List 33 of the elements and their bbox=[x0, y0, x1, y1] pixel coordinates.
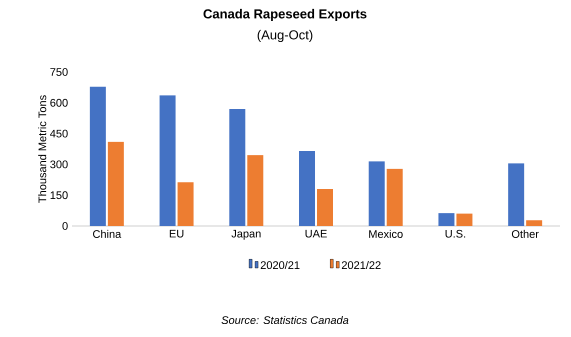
bar bbox=[229, 108, 246, 226]
x-tick-label: EU bbox=[170, 230, 184, 238]
x-tick-label: U.S. bbox=[446, 230, 466, 238]
bar bbox=[508, 163, 524, 226]
x-tick-label: Other bbox=[512, 230, 539, 238]
bar bbox=[90, 86, 106, 226]
bar bbox=[299, 151, 316, 226]
bar bbox=[386, 168, 403, 226]
bar bbox=[317, 189, 333, 226]
y-tick-label: 750 bbox=[50, 68, 68, 76]
y-tick-label: 300 bbox=[50, 160, 68, 168]
x-tick-label: Japan bbox=[231, 230, 261, 240]
bar bbox=[456, 214, 472, 226]
legend-label: 2021/22 bbox=[342, 260, 381, 270]
bar bbox=[526, 220, 542, 226]
y-axis-title: Thousand Metric Tons bbox=[38, 95, 46, 203]
bar bbox=[178, 182, 194, 226]
y-tick-label: 150 bbox=[50, 191, 68, 200]
y-tick-label: 450 bbox=[50, 130, 68, 138]
x-tick-label: China bbox=[93, 230, 122, 238]
source-note: Source: Statistics Canada bbox=[222, 316, 348, 324]
legend-label: 2020/21 bbox=[260, 260, 300, 270]
chart-title: Canada Rapeseed Exports bbox=[204, 8, 366, 22]
x-tick-label: Mexico bbox=[369, 230, 403, 238]
y-tick-label: 0 bbox=[62, 222, 68, 230]
bar bbox=[368, 161, 385, 226]
bar bbox=[108, 142, 124, 226]
bar bbox=[247, 155, 264, 226]
x-tick-label: UAE bbox=[306, 230, 327, 238]
bar bbox=[438, 213, 454, 226]
bar bbox=[160, 95, 176, 226]
chart-subtitle: (Aug-Oct) bbox=[258, 30, 312, 42]
y-tick-label: 600 bbox=[50, 98, 68, 107]
